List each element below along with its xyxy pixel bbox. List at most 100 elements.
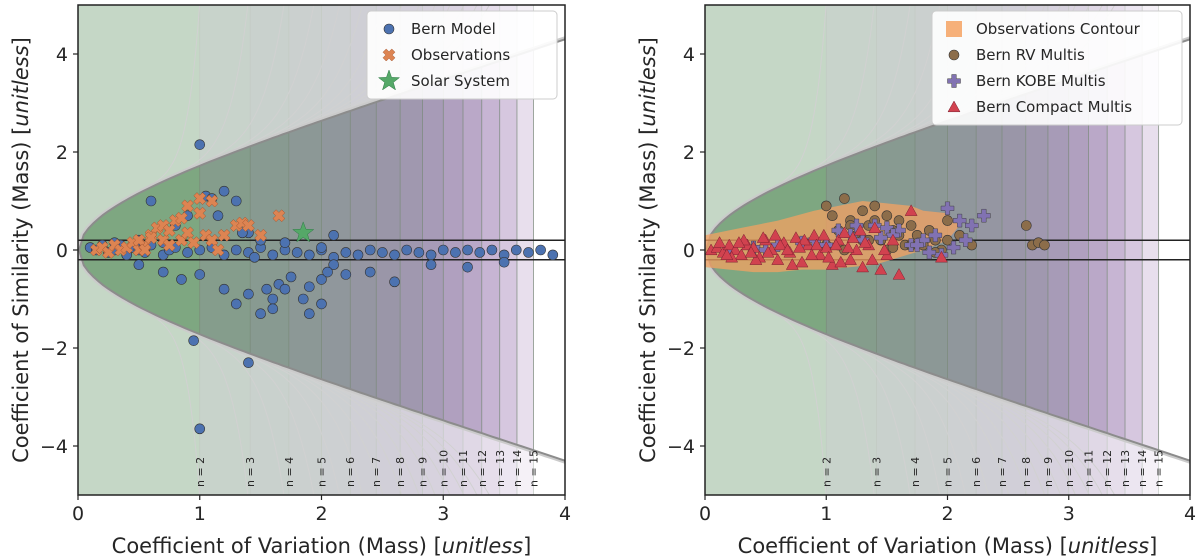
- data-point: [298, 294, 308, 304]
- y-tick-label: 4: [683, 44, 695, 66]
- x-axis-label: Coefficient of Variation (Mass) [unitles…: [112, 534, 532, 558]
- y-tick-label: 4: [56, 44, 68, 66]
- x-tick-label: 0: [699, 503, 711, 525]
- n-label: n = 7: [370, 457, 383, 487]
- legend: Observations ContourBern RV MultisBern K…: [932, 11, 1182, 125]
- data-point: [195, 270, 205, 280]
- legend-marker: [946, 21, 962, 37]
- data-point: [882, 211, 892, 221]
- data-point: [839, 194, 849, 204]
- y-tick-label: −4: [667, 436, 695, 458]
- n-label: n = 13: [494, 450, 507, 487]
- data-point: [183, 247, 193, 257]
- data-point: [304, 250, 314, 260]
- x-tick-label: 4: [1184, 503, 1196, 525]
- data-point: [827, 211, 837, 221]
- x-tick-label: 4: [559, 503, 571, 525]
- n-label: n = 7: [996, 457, 1009, 487]
- data-point: [1021, 221, 1031, 231]
- data-point: [304, 282, 314, 292]
- legend-entry: Bern Compact Multis: [976, 98, 1132, 116]
- data-point: [943, 235, 953, 245]
- data-point: [426, 260, 436, 270]
- x-tick-label: 1: [820, 503, 832, 525]
- data-point: [377, 247, 387, 257]
- n-label: n = 11: [1082, 450, 1095, 487]
- data-point: [292, 247, 302, 257]
- data-point: [943, 216, 953, 226]
- n-label: n = 4: [909, 457, 922, 487]
- n-label: n = 6: [970, 457, 983, 487]
- data-point: [548, 250, 558, 260]
- data-point: [906, 221, 916, 231]
- x-tick-label: 2: [315, 503, 327, 525]
- data-point: [231, 245, 241, 255]
- data-point: [341, 247, 351, 257]
- data-point: [250, 252, 260, 262]
- data-point: [243, 358, 253, 368]
- data-point: [341, 270, 351, 280]
- n-label: n = 12: [1101, 450, 1114, 487]
- legend-entry: Solar System: [411, 72, 510, 90]
- data-point: [463, 245, 473, 255]
- data-point: [463, 262, 473, 272]
- data-point: [487, 245, 497, 255]
- n-label: n = 9: [1042, 457, 1055, 487]
- data-point: [858, 206, 868, 216]
- data-point: [146, 196, 156, 206]
- y-tick-label: 2: [56, 142, 68, 164]
- data-point: [256, 309, 266, 319]
- n-label: n = 10: [437, 450, 450, 487]
- data-point: [268, 250, 278, 260]
- data-point: [286, 272, 296, 282]
- data-point: [536, 245, 546, 255]
- data-point: [523, 247, 533, 257]
- n-label: n = 10: [1063, 450, 1076, 487]
- data-point: [176, 274, 186, 284]
- n-label: n = 3: [244, 457, 257, 487]
- figure: n = 2n = 3n = 4n = 5n = 6n = 7n = 8n = 9…: [0, 0, 1200, 560]
- legend-entry: Bern Model: [411, 20, 496, 38]
- data-point: [353, 250, 363, 260]
- data-point: [365, 245, 375, 255]
- data-point: [317, 243, 327, 253]
- data-point: [499, 257, 509, 267]
- data-point: [323, 267, 333, 277]
- data-point: [280, 238, 290, 248]
- legend-entry: Observations: [411, 46, 510, 64]
- n-label: n = 9: [416, 457, 429, 487]
- n-label: n = 13: [1119, 450, 1132, 487]
- n-label: n = 2: [820, 457, 833, 487]
- y-tick-label: −2: [667, 338, 695, 360]
- data-point: [219, 284, 229, 294]
- data-point: [390, 250, 400, 260]
- n-label: n = 15: [528, 450, 541, 487]
- data-point: [511, 245, 521, 255]
- x-tick-label: 0: [72, 503, 84, 525]
- data-point: [870, 201, 880, 211]
- data-point: [189, 336, 199, 346]
- data-point: [134, 260, 144, 270]
- n-label: n = 4: [283, 457, 296, 487]
- right-panel: n = 2n = 3n = 4n = 5n = 6n = 7n = 8n = 9…: [636, 0, 1196, 558]
- x-tick-label: 3: [1063, 503, 1075, 525]
- x-axis-label: Coefficient of Variation (Mass) [unitles…: [738, 534, 1158, 558]
- n-label: n = 2: [194, 457, 207, 487]
- y-tick-label: 2: [683, 142, 695, 164]
- data-point: [219, 186, 229, 196]
- legend-marker: [949, 50, 959, 60]
- legend: Bern Model Observations Solar System: [367, 11, 557, 99]
- y-tick-label: −4: [40, 436, 68, 458]
- data-point: [231, 196, 241, 206]
- n-label: n = 14: [511, 450, 524, 487]
- data-point: [821, 201, 831, 211]
- n-label: n = 5: [316, 457, 329, 487]
- n-label: n = 3: [870, 457, 883, 487]
- y-axis-label: Coefficient of Similarity (Mass) [unitle…: [636, 37, 660, 463]
- data-point: [195, 424, 205, 434]
- data-point: [438, 245, 448, 255]
- data-point: [304, 309, 314, 319]
- x-tick-label: 1: [194, 503, 206, 525]
- data-point: [1040, 240, 1050, 250]
- data-point: [402, 245, 412, 255]
